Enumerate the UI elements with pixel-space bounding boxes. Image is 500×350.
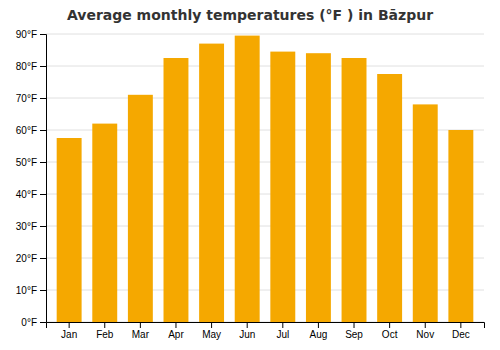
chart: 0°F 10°F 20°F 30°F 40°F 50°F 60°F 70°F 80°F 90°F J… — [0, 0, 500, 350]
tick: Jan — [61, 322, 77, 340]
tick: 90°F — [16, 29, 46, 40]
tick-label: 60°F — [16, 125, 37, 136]
tick-mark — [40, 66, 46, 67]
axis-domain — [47, 323, 485, 329]
bar — [164, 58, 189, 322]
tick-mark — [175, 322, 176, 328]
bar — [235, 36, 260, 322]
axis-domain — [40, 35, 47, 323]
tick-label: 80°F — [16, 61, 37, 72]
bar — [413, 104, 438, 322]
tick-mark — [40, 194, 46, 195]
bars — [57, 36, 474, 322]
tick: 0°F — [21, 317, 46, 328]
plot: 0°F 10°F 20°F 30°F 40°F 50°F 60°F 70°F 80°F 90°F J… — [16, 29, 485, 340]
bar — [128, 95, 153, 322]
tick-label: Jul — [276, 329, 289, 340]
tick: 70°F — [16, 93, 46, 104]
tick: Apr — [168, 322, 184, 340]
tick-mark — [69, 322, 70, 328]
tick-mark — [40, 162, 46, 163]
tick-mark — [318, 322, 319, 328]
tick-mark — [104, 322, 105, 328]
bar — [270, 52, 295, 322]
tick-label: 40°F — [16, 189, 37, 200]
bar — [57, 138, 82, 322]
tick: Aug — [310, 322, 328, 340]
x-axis: Jan Feb Mar Apr May Jun Jul Aug Sep Oct Nov Dec — [47, 322, 485, 340]
tick-mark — [389, 322, 390, 328]
tick-mark — [247, 322, 248, 328]
tick-mark — [40, 98, 46, 99]
grid — [46, 34, 484, 322]
tick: 30°F — [16, 221, 46, 232]
tick-label: 0°F — [21, 317, 37, 328]
tick: Mar — [132, 322, 150, 340]
bar — [377, 74, 402, 322]
tick: Sep — [345, 322, 363, 340]
y-axis: 0°F 10°F 20°F 30°F 40°F 50°F 60°F 70°F 80°F 90°F — [16, 29, 47, 328]
tick-label: 30°F — [16, 221, 37, 232]
tick-mark — [140, 322, 141, 328]
tick: 40°F — [16, 189, 46, 200]
tick-label: Mar — [132, 329, 150, 340]
tick-label: Dec — [452, 329, 470, 340]
bar — [342, 58, 367, 322]
tick-label: Nov — [416, 329, 434, 340]
tick-mark — [40, 130, 46, 131]
tick-label: 10°F — [16, 285, 37, 296]
tick-mark — [40, 34, 46, 35]
tick-label: 20°F — [16, 253, 37, 264]
tick-label: Aug — [310, 329, 328, 340]
bar — [199, 44, 224, 322]
bar — [92, 124, 117, 322]
tick-mark — [211, 322, 212, 328]
tick-label: 70°F — [16, 93, 37, 104]
tick-mark — [40, 258, 46, 259]
grid-line — [46, 34, 484, 35]
bar — [448, 130, 473, 322]
tick-mark — [40, 226, 46, 227]
tick: 60°F — [16, 125, 46, 136]
tick-label: Apr — [168, 329, 184, 340]
grid-line — [46, 66, 484, 67]
tick: Dec — [452, 322, 470, 340]
tick: 80°F — [16, 61, 46, 72]
tick: 20°F — [16, 253, 46, 264]
tick-label: May — [202, 329, 221, 340]
tick-label: Feb — [96, 329, 114, 340]
tick-mark — [354, 322, 355, 328]
tick-label: Jun — [239, 329, 255, 340]
tick: Jul — [276, 322, 289, 340]
tick-label: 90°F — [16, 29, 37, 40]
tick-mark — [40, 322, 46, 323]
tick-label: 50°F — [16, 157, 37, 168]
tick-mark — [40, 290, 46, 291]
tick-label: Jan — [61, 329, 77, 340]
tick: 50°F — [16, 157, 46, 168]
tick: Feb — [96, 322, 114, 340]
tick: Jun — [239, 322, 255, 340]
bar — [306, 53, 331, 322]
tick-mark — [425, 322, 426, 328]
tick: Oct — [382, 322, 398, 340]
title: Average monthly temperatures (°F ) in Bā… — [67, 7, 433, 23]
tick: Nov — [416, 322, 434, 340]
tick: May — [202, 322, 221, 340]
tick: 10°F — [16, 285, 46, 296]
tick-label: Oct — [382, 329, 398, 340]
tick-mark — [460, 322, 461, 328]
grid-line — [46, 98, 484, 99]
tick-mark — [282, 322, 283, 328]
tick-label: Sep — [345, 329, 363, 340]
